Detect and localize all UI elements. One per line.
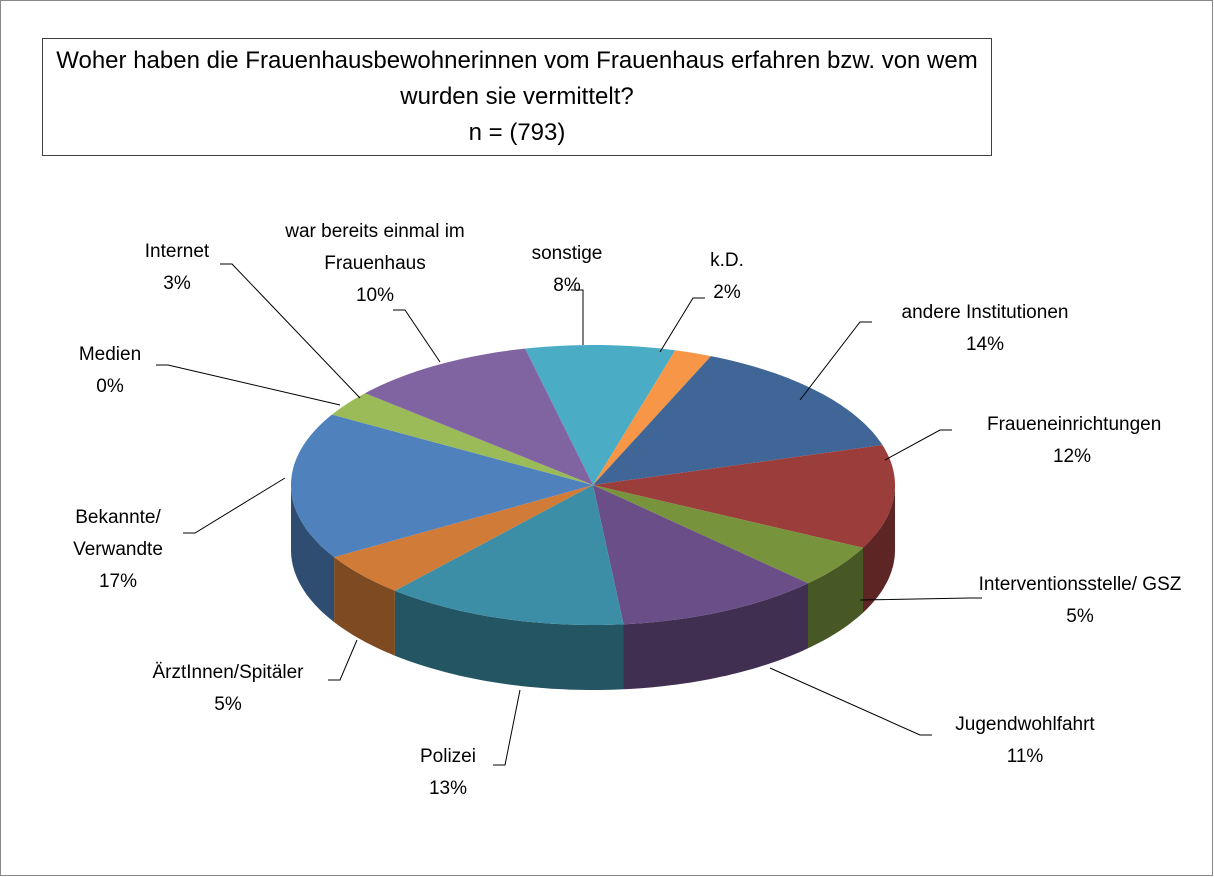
slice-value-label: 17%: [98, 571, 138, 592]
chart-subtitle: n = (793): [468, 119, 566, 146]
pie-side: [334, 557, 395, 656]
slice-label: war bereits einmal im Frauenhaus: [285, 221, 465, 274]
pie-side: [394, 590, 624, 690]
slice-label: Internet: [144, 241, 210, 262]
pie-slice: [332, 393, 593, 485]
slice-value-label: 3%: [163, 273, 191, 294]
slice-label: Medien: [78, 344, 142, 365]
pie-slice: [593, 485, 863, 584]
slice-label: Polizei: [420, 746, 476, 767]
slice-label: Interventionsstelle/ GSZ: [978, 574, 1182, 595]
pie-slice: [394, 485, 624, 625]
pie-slice: [593, 485, 808, 625]
leader-line: [769, 667, 932, 736]
pie-side: [623, 583, 808, 690]
leader-line: [220, 263, 361, 399]
slice-value-label: 11%: [1006, 746, 1044, 767]
pie-slice: [291, 414, 593, 558]
slice-label: k.D.: [710, 250, 744, 271]
leader-line: [183, 477, 286, 534]
leader-line: [571, 289, 584, 345]
slice-label: ÄrztInnen/Spitäler: [152, 662, 304, 683]
slice-label: Bekannte/ Verwandte: [73, 507, 163, 560]
slice-value-label: 0%: [96, 376, 124, 397]
pie-side: [291, 485, 335, 623]
pie-slice: [593, 356, 883, 485]
pie-slice: [334, 485, 593, 591]
title-box: Woher haben die Frauenhausbewohnerinnen …: [42, 38, 992, 156]
slice-value-label: 10%: [355, 285, 395, 306]
pie-side: [808, 547, 863, 649]
slice-value-label: 5%: [1066, 606, 1094, 627]
leader-line: [156, 364, 341, 406]
slice-label: andere Institutionen: [901, 302, 1069, 323]
slice-value-label: 13%: [428, 778, 468, 799]
slice-label: Fraueneinrichtungen: [987, 414, 1162, 435]
slice-label: sonstige: [531, 243, 603, 264]
slice-value-label: 2%: [713, 282, 741, 303]
pie-slice: [593, 350, 711, 485]
slice-value-label: 5%: [214, 694, 242, 715]
leader-line: [493, 689, 521, 766]
chart-title: Woher haben die Frauenhausbewohnerinnen …: [56, 47, 978, 110]
leader-line: [799, 321, 872, 401]
slice-value-label: 12%: [1052, 446, 1092, 467]
pie-slice: [525, 345, 676, 485]
slice-label: Jugendwohlfahrt: [955, 714, 1095, 735]
pie-slice: [593, 445, 895, 548]
slice-value-label: 14%: [965, 334, 1005, 355]
leader-line: [884, 429, 952, 461]
leader-line: [328, 639, 358, 681]
leader-line: [659, 297, 705, 353]
slice-value-label: 8%: [553, 275, 581, 296]
pie-side: [863, 485, 895, 613]
pie-slice: [365, 348, 593, 485]
leader-line: [393, 309, 441, 363]
leader-line: [859, 597, 982, 601]
